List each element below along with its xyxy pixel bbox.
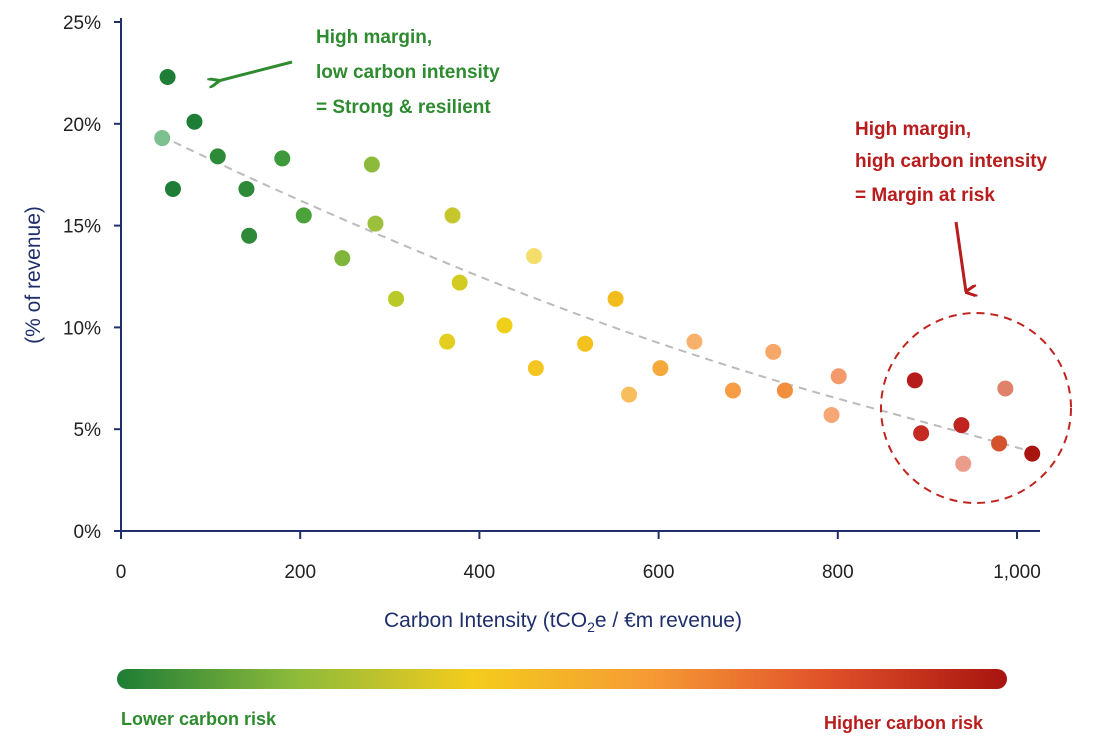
- annotation-strong-line-3: = Strong & resilient: [316, 97, 491, 118]
- data-point: [496, 317, 513, 334]
- x-axis-title: Carbon Intensity (tCO2e / €m revenue): [384, 609, 742, 635]
- axis-ticks: [114, 21, 1018, 539]
- data-point: [444, 207, 461, 224]
- axes: [120, 18, 1040, 532]
- data-point: [238, 180, 255, 197]
- x-tick-label: 400: [464, 562, 496, 583]
- data-points: [154, 68, 1041, 472]
- data-point: [363, 156, 380, 173]
- annotation-strong-resilient: High margin, low carbon intensity = Stro…: [218, 27, 500, 118]
- data-point: [367, 215, 384, 232]
- data-point: [991, 435, 1008, 452]
- x-tick-label: 800: [822, 562, 854, 583]
- x-tick-label: 1,000: [993, 562, 1041, 583]
- risk-highlight-circle: [880, 312, 1072, 504]
- data-point: [823, 406, 840, 423]
- data-point: [830, 368, 847, 385]
- data-point: [724, 382, 741, 399]
- y-tick-label: 5%: [74, 420, 102, 441]
- data-point: [906, 372, 923, 389]
- data-point: [527, 360, 544, 377]
- data-point: [164, 180, 181, 197]
- annotation-risk-line-3: = Margin at risk: [855, 185, 995, 206]
- data-point: [526, 248, 543, 265]
- data-point: [577, 335, 594, 352]
- data-point: [997, 380, 1014, 397]
- annotation-strong-line-1: High margin,: [316, 27, 432, 48]
- data-point: [913, 425, 930, 442]
- data-point: [241, 227, 258, 244]
- data-point: [186, 113, 203, 130]
- data-point: [154, 130, 171, 147]
- data-point: [621, 386, 638, 403]
- data-point: [159, 68, 176, 85]
- data-point: [765, 343, 782, 360]
- y-tick-label: 0%: [74, 522, 102, 543]
- data-point: [607, 290, 624, 307]
- x-tick-label: 200: [284, 562, 316, 583]
- y-tick-label: 25%: [63, 13, 101, 34]
- x-tick-label: 0: [116, 562, 127, 583]
- color-scale-high-label: Higher carbon risk: [824, 713, 984, 733]
- data-point: [295, 207, 312, 224]
- data-point: [439, 333, 456, 350]
- trend-line: [160, 135, 1040, 455]
- annotation-strong-arrow: [218, 60, 293, 81]
- data-point: [776, 382, 793, 399]
- data-point: [953, 417, 970, 434]
- x-tick-label: 600: [643, 562, 675, 583]
- y-tick-label: 10%: [63, 318, 101, 339]
- data-point: [209, 148, 226, 165]
- data-point: [652, 360, 669, 377]
- annotation-risk-line-1: High margin,: [855, 119, 971, 140]
- data-point: [334, 250, 351, 267]
- data-point: [955, 455, 972, 472]
- color-scale-low-label: Lower carbon risk: [121, 709, 277, 729]
- y-tick-label: 20%: [63, 115, 101, 136]
- data-point: [274, 150, 291, 167]
- annotation-margin-at-risk: High margin, high carbon intensity = Mar…: [855, 119, 1048, 292]
- data-point: [686, 333, 703, 350]
- data-point: [1024, 445, 1041, 462]
- color-scale-bar: [117, 669, 1007, 689]
- y-axis-title: (% of revenue): [22, 206, 45, 344]
- data-point: [388, 290, 405, 307]
- annotation-risk-arrow: [954, 221, 966, 292]
- y-tick-label: 15%: [63, 217, 101, 238]
- axis-tick-labels: 0% 5% 10% 15% 20% 25% 0 200 400 600 800 1,000: [63, 13, 1041, 583]
- annotation-strong-line-2: low carbon intensity: [316, 62, 500, 83]
- data-point: [451, 274, 468, 291]
- annotation-risk-line-2: high carbon intensity: [855, 151, 1048, 172]
